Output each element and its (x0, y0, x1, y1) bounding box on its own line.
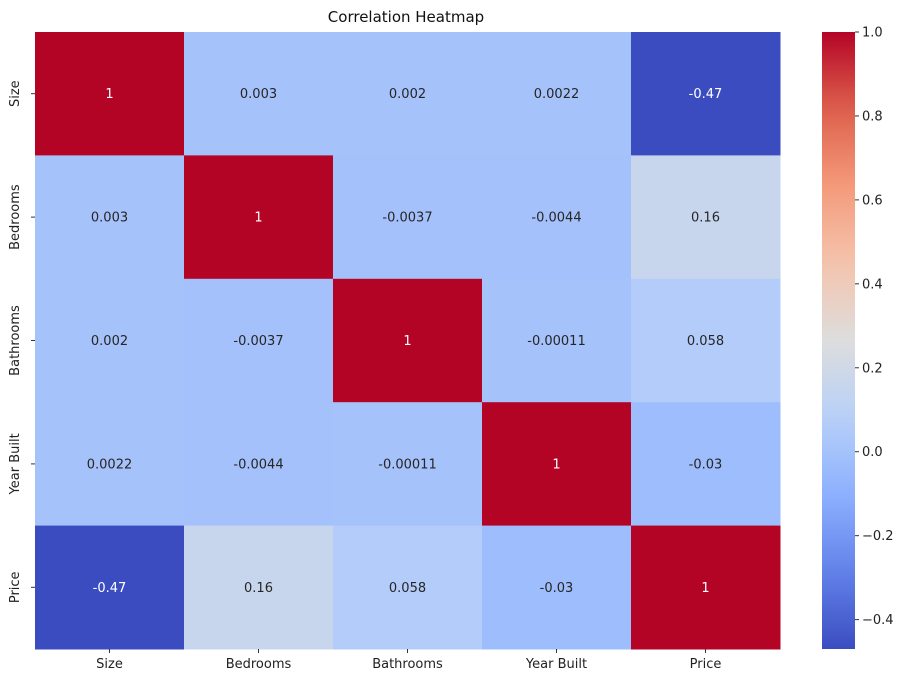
cell-label: 0.058 (687, 334, 724, 349)
heatmap-cell (35, 32, 185, 156)
heatmap-cell (482, 32, 632, 156)
cell-label: -0.47 (93, 581, 127, 596)
cell-label: -0.00011 (378, 457, 436, 472)
y-tick-label: Bedrooms (8, 184, 23, 250)
heatmap-cell (631, 278, 781, 403)
heatmap-cell (35, 278, 185, 403)
y-tick-label: Price (8, 571, 23, 603)
cell-label: 1 (403, 334, 411, 349)
heatmap-cell (35, 402, 185, 527)
heatmap-cell (631, 525, 781, 650)
cell-label: 1 (552, 457, 560, 472)
y-tick-label: Year Built (8, 433, 23, 495)
colorbar-tick-label: −0.4 (862, 613, 894, 628)
colorbar-tick-label: 1.0 (862, 26, 883, 41)
heatmap-cell (482, 155, 632, 280)
heatmap-cell (631, 155, 781, 280)
x-tick-label: Year Built (525, 657, 587, 672)
heatmap-cell (333, 32, 483, 156)
cell-label: 1 (105, 87, 113, 102)
heatmap-cell (184, 278, 334, 403)
heatmap-cell (631, 32, 781, 156)
heatmap-cell (631, 402, 781, 527)
heatmap-annotations: 1 0.003 0.002 0.0022 -0.47 0.003 1 -0.0037 -0.00… (87, 87, 724, 596)
cell-label: 0.0022 (87, 457, 133, 472)
y-axis: Size Bedrooms Bathrooms Year Built Price (8, 80, 35, 603)
heatmap-cell (184, 525, 334, 650)
colorbar-tick-label: 0.6 (862, 193, 883, 208)
heatmap-cell (333, 402, 483, 527)
x-tick-label: Price (690, 657, 722, 672)
colorbar: −0.4 −0.2 0.0 0.2 0.4 0.6 0.8 1.0 (822, 26, 894, 649)
cell-label: -0.03 (540, 581, 574, 596)
cell-label: 0.003 (240, 87, 277, 102)
cell-label: 0.0022 (534, 87, 580, 102)
heatmap-cell (35, 155, 185, 280)
cell-label: -0.47 (689, 87, 723, 102)
cell-label: 1 (701, 581, 709, 596)
colorbar-tick-label: 0.2 (862, 361, 883, 376)
heatmap-cell (333, 155, 483, 280)
cell-label: 0.002 (389, 87, 426, 102)
cell-label: 0.003 (91, 211, 128, 226)
cell-label: 0.002 (91, 334, 128, 349)
x-tick-label: Bedrooms (226, 657, 292, 672)
heatmap-cell (184, 32, 334, 156)
heatmap-cell (184, 155, 334, 280)
x-tick-label: Size (96, 657, 123, 672)
cell-label: -0.03 (689, 457, 723, 472)
y-tick-label: Size (8, 80, 23, 107)
cell-label: -0.0037 (382, 211, 432, 226)
x-axis: Size Bedrooms Bathrooms Year Built Price (96, 649, 721, 672)
heatmap-cell (482, 402, 632, 527)
colorbar-tick-label: 0.0 (862, 445, 883, 460)
cell-label: -0.0044 (531, 211, 581, 226)
cell-label: -0.0037 (233, 334, 283, 349)
heatmap-cell (333, 278, 483, 403)
cell-label: 0.16 (691, 211, 720, 226)
cell-label: -0.0044 (233, 457, 283, 472)
colorbar-tick-label: 0.4 (862, 277, 883, 292)
colorbar-tick-label: 0.8 (862, 109, 883, 124)
colorbar-gradient (822, 32, 855, 649)
heatmap-cell (184, 402, 334, 527)
heatmap-cell (482, 525, 632, 650)
heatmap-cell (35, 525, 185, 650)
chart-title: Correlation Heatmap (328, 8, 484, 26)
cell-label: 1 (254, 211, 262, 226)
heatmap-cell (482, 278, 632, 403)
heatmap-cells (35, 32, 781, 650)
heatmap-cell (333, 525, 483, 650)
cell-label: 0.058 (389, 581, 426, 596)
cell-label: -0.00011 (527, 334, 585, 349)
x-tick-label: Bathrooms (372, 657, 443, 672)
colorbar-tick-label: −0.2 (862, 529, 894, 544)
cell-label: 0.16 (244, 581, 273, 596)
y-tick-label: Bathrooms (8, 305, 23, 376)
